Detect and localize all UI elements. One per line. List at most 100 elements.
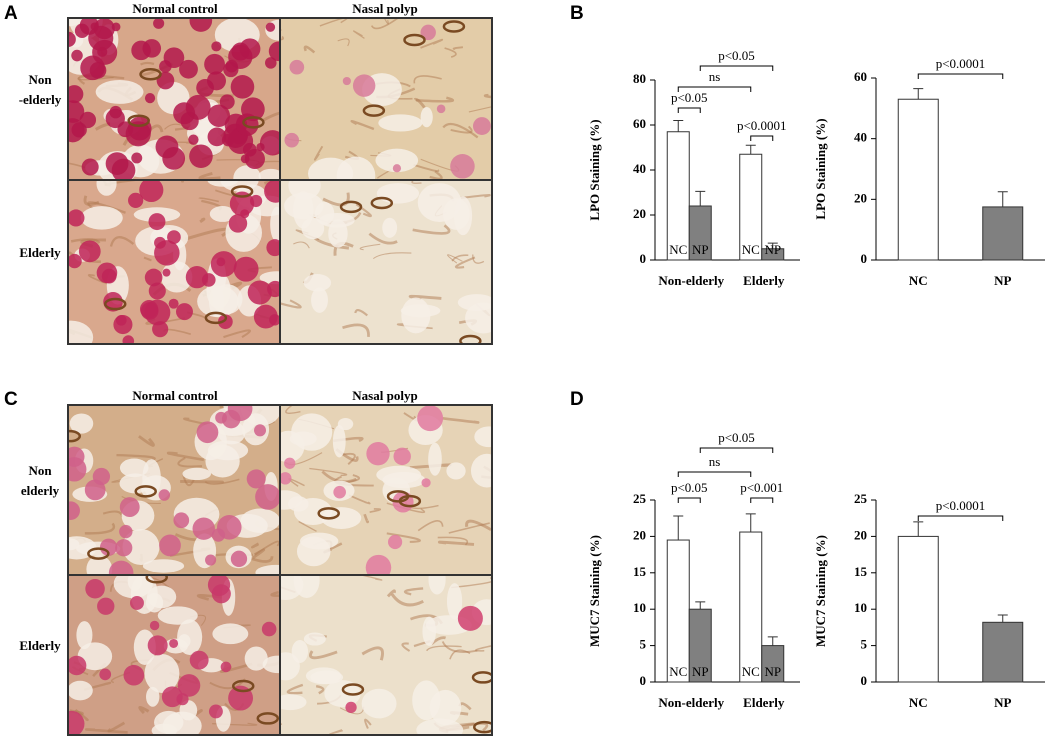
gland [299,532,339,550]
stain [345,701,357,714]
stain [196,78,215,97]
fiber [454,256,476,269]
y-tick-label: 40 [854,130,867,145]
stain [333,485,346,499]
stain [176,303,193,321]
stain [261,621,277,637]
gland [179,700,198,721]
gland [446,462,466,480]
stain [81,158,99,176]
fiber [337,38,350,47]
gland [361,688,397,719]
fiber [315,684,325,695]
y-tick-label: 10 [854,600,867,615]
significance: ns [709,454,721,469]
panel-label: C [4,389,18,410]
fiber [180,479,224,484]
vessel [242,116,265,129]
error-bar [695,601,706,610]
fiber [472,254,485,264]
vessel [232,679,255,693]
row-label: Elderly [19,245,61,260]
stain [457,605,483,631]
fiber [84,522,116,535]
gland [255,564,280,575]
x-tick-label: NP [994,273,1011,288]
stain [420,24,436,41]
stain [284,457,296,469]
fiber [354,309,368,317]
fiber [438,540,475,546]
fiber [373,252,412,260]
gland [303,274,332,292]
stain [68,31,76,47]
y-tick-label: 60 [633,116,646,131]
micrograph [68,18,280,180]
stain [68,710,85,735]
row-label: elderly [21,483,60,498]
panel-label: A [4,3,18,24]
vessel [370,196,394,210]
stain [99,538,118,556]
stain [256,142,265,152]
stain [131,152,143,164]
bar-label: NC [669,664,687,679]
fiber [143,256,152,262]
error-bar [997,191,1008,207]
fiber [409,463,452,470]
vessel [127,114,150,127]
fiber [460,194,491,199]
stain [207,127,227,147]
stain [189,144,213,169]
y-axis-label: LPO Staining (%) [813,118,828,219]
stain [105,108,125,129]
stain [266,239,280,257]
fiber [280,35,284,41]
fiber [411,180,422,184]
fiber [342,323,370,337]
vessel [145,575,168,584]
error-bar [673,515,684,541]
bracket [917,515,1004,521]
fiber [475,645,492,652]
gland [465,302,492,334]
stain [216,257,226,267]
gland [96,180,117,196]
bar [982,621,1024,683]
stain [228,214,248,233]
row-label: Elderly [19,638,61,653]
gland [328,219,348,248]
fiber [223,329,252,339]
fiber [107,721,126,733]
error-bar [913,521,924,537]
fiber [468,106,492,113]
bar [982,206,1024,261]
error-bar [673,120,684,132]
stain [247,280,272,305]
stain [119,497,140,517]
bracket [750,497,774,503]
gland [337,417,354,431]
bar-label: NC [669,242,687,257]
stain [204,53,225,75]
stain [388,534,403,550]
bar [666,539,690,683]
stain [79,111,97,129]
gland [146,686,160,707]
fiber [83,195,100,206]
bracket [917,73,1004,79]
x-tick-label: Elderly [743,695,785,710]
y-axis-label: LPO Staining (%) [587,119,602,220]
fiber [386,532,421,543]
fiber [263,180,278,185]
vessel [362,104,386,117]
stain [155,135,179,159]
fiber [68,162,87,169]
gland [244,646,268,671]
error-bar [767,636,778,646]
gland [119,458,149,478]
stain [177,674,201,697]
stain [264,180,280,203]
stain [450,154,475,179]
stain [352,74,376,97]
